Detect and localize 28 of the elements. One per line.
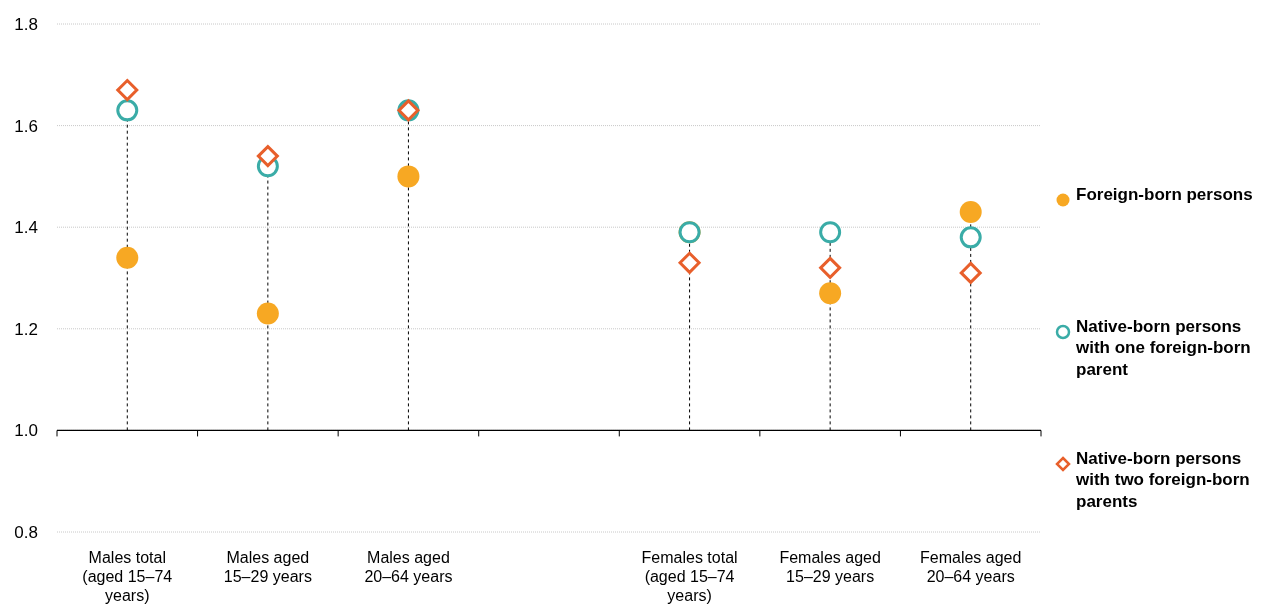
point (819, 221, 842, 244)
legend-label: Native-born persons with two foreign-born parents (1075, 449, 1250, 511)
y-tick-label: 1.0 (14, 421, 38, 441)
x-tick-label: Females aged 15–29 years (779, 549, 881, 586)
x-tick-label: Males aged 20–64 years (364, 549, 453, 586)
y-tick-label: 1.8 (14, 14, 38, 34)
point (116, 79, 139, 102)
point (819, 256, 842, 279)
point (819, 282, 842, 305)
x-tick-label: Females aged 20–64 years (920, 549, 1022, 586)
point (678, 251, 701, 274)
point (116, 99, 139, 122)
legend-label: Native-born persons with one foreign-born parent (1075, 317, 1251, 379)
x-tick-label: Females total (aged 15–74 years) (641, 549, 738, 605)
y-tick-label: 1.2 (14, 319, 38, 339)
point (959, 200, 982, 223)
point (959, 261, 982, 284)
x-tick-label: Males aged 15–29 years (223, 549, 312, 586)
point (256, 302, 279, 325)
point (397, 165, 420, 188)
point (116, 246, 139, 269)
point (959, 226, 982, 249)
y-tick-label: 1.4 (14, 218, 38, 238)
legend-label: Foreign-born persons (1076, 185, 1253, 204)
y-tick-label: 1.6 (14, 116, 38, 136)
point (256, 145, 279, 168)
x-tick-label: Males total (aged 15–74 years) (82, 549, 173, 605)
y-tick-label: 0.8 (14, 522, 38, 542)
